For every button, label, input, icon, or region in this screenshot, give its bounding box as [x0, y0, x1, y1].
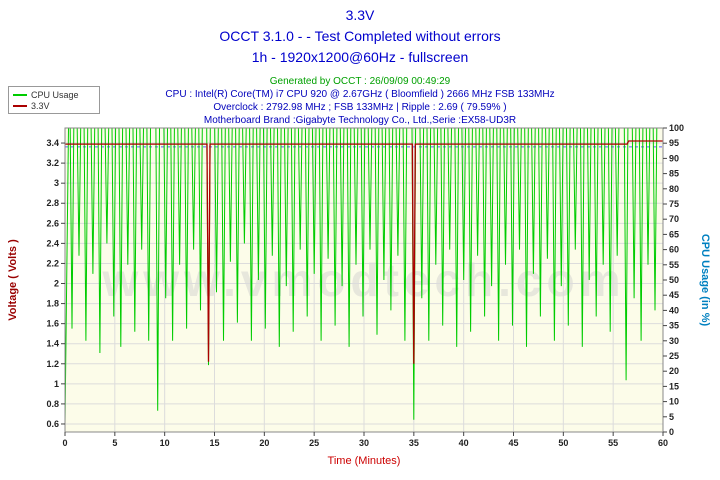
time-tick-label: 45	[508, 438, 518, 448]
volt-tick-label: 2.2	[46, 258, 59, 268]
volt-tick-label: 1.6	[46, 319, 59, 329]
volt-tick-label: 2	[54, 279, 59, 289]
legend-label-cpu-usage: CPU Usage	[31, 89, 79, 100]
volt-tick-label: 0.6	[46, 419, 59, 429]
legend-item-cpu-usage: CPU Usage	[13, 89, 95, 100]
pct-tick-label: 80	[669, 184, 679, 194]
volt-tick-label: 2.8	[46, 198, 59, 208]
time-tick-label: 10	[160, 438, 170, 448]
pct-tick-label: 35	[669, 321, 679, 331]
pct-tick-label: 40	[669, 305, 679, 315]
time-tick-label: 0	[62, 438, 67, 448]
pct-tick-label: 0	[669, 427, 674, 437]
volt-tick-label: 3.4	[46, 138, 59, 148]
time-tick-label: 40	[459, 438, 469, 448]
volt-tick-label: 1.8	[46, 299, 59, 309]
volt-tick-label: 1	[54, 379, 59, 389]
motherboard-info-line: Motherboard Brand :Gigabyte Technology C…	[203, 115, 517, 126]
test-config-line: 1h - 1920x1200@60Hz - fullscreen	[251, 49, 469, 65]
time-tick-label: 55	[608, 438, 618, 448]
left-axis-title: Voltage ( Volts )	[7, 239, 19, 321]
cpu-usage-line-swatch	[13, 93, 27, 96]
pct-tick-label: 25	[669, 351, 679, 361]
pct-tick-label: 10	[669, 397, 679, 407]
volt-tick-label: 1.2	[46, 359, 59, 369]
volt-tick-label: 3	[54, 178, 59, 188]
right-axis-title: CPU Usage (in %)	[699, 234, 711, 327]
volt-tick-label: 3.2	[46, 158, 59, 168]
pct-tick-label: 50	[669, 275, 679, 285]
volt-tick-label: 2.6	[46, 218, 59, 228]
pct-tick-label: 85	[669, 169, 679, 179]
voltage-series	[65, 140, 663, 364]
time-tick-label: 25	[309, 438, 319, 448]
x-axis-title: Time (Minutes)	[328, 455, 401, 467]
pct-tick-label: 5	[669, 412, 674, 422]
pct-tick-label: 60	[669, 245, 679, 255]
pct-tick-label: 15	[669, 381, 679, 391]
generated-line: Generated by OCCT : 26/09/09 00:49:29	[269, 76, 451, 87]
pct-tick-label: 65	[669, 229, 679, 239]
legend-item-3v3: 3.3V	[13, 100, 95, 111]
chart-legend: CPU Usage 3.3V	[8, 86, 100, 114]
pct-tick-label: 45	[669, 290, 679, 300]
time-tick-label: 20	[259, 438, 269, 448]
page-title: 3.3V	[345, 7, 375, 23]
cpu-usage-series	[64, 127, 663, 423]
time-tick-label: 5	[112, 438, 117, 448]
time-tick-label: 60	[658, 438, 668, 448]
overclock-info-line: Overclock : 2792.98 MHz ; FSB 133MHz | R…	[213, 102, 507, 113]
time-tick-label: 35	[409, 438, 419, 448]
time-tick-label: 50	[558, 438, 568, 448]
pct-tick-label: 20	[669, 366, 679, 376]
voltage-line-swatch	[13, 104, 27, 107]
pct-tick-label: 55	[669, 260, 679, 270]
pct-tick-label: 100	[669, 123, 684, 133]
pct-tick-label: 30	[669, 336, 679, 346]
pct-tick-label: 90	[669, 153, 679, 163]
pct-tick-label: 75	[669, 199, 679, 209]
legend-label-3v3: 3.3V	[31, 100, 50, 111]
cpu-info-line: CPU : Intel(R) Core(TM) i7 CPU 920 @ 2.6…	[165, 89, 555, 100]
volt-tick-label: 2.4	[46, 238, 59, 248]
pct-tick-label: 70	[669, 214, 679, 224]
test-status-line: OCCT 3.1.0 - - Test Completed without er…	[219, 28, 501, 44]
time-tick-label: 15	[209, 438, 219, 448]
volt-tick-label: 0.8	[46, 399, 59, 409]
pct-tick-label: 95	[669, 138, 679, 148]
volt-tick-label: 1.4	[46, 339, 59, 349]
time-tick-label: 30	[359, 438, 369, 448]
